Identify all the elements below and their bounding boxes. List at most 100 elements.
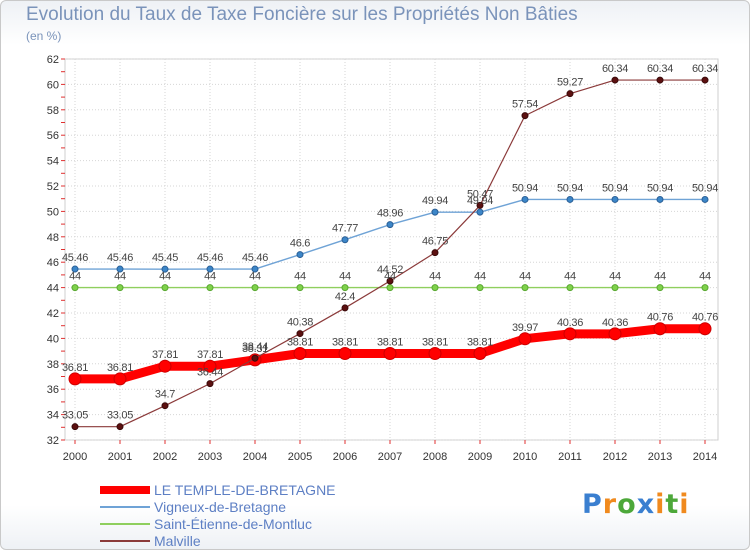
data-label: 38.81 xyxy=(377,337,403,349)
data-point xyxy=(521,195,529,203)
data-point xyxy=(566,284,574,292)
data-label: 44 xyxy=(429,271,441,283)
data-point xyxy=(161,265,169,273)
data-label: 33.05 xyxy=(62,410,88,422)
x-tick-label: 2010 xyxy=(513,451,537,463)
data-point xyxy=(113,372,127,386)
data-label: 49.94 xyxy=(467,195,493,207)
legend-label: Malville xyxy=(154,533,201,549)
data-label: 44.52 xyxy=(377,264,403,276)
data-label: 45.46 xyxy=(107,252,133,264)
data-label: 45.46 xyxy=(62,252,88,264)
data-point xyxy=(656,284,664,292)
legend-item: LE TEMPLE-DE-BRETAGNE xyxy=(100,482,400,499)
data-label: 36.81 xyxy=(62,362,88,374)
x-tick-label: 2011 xyxy=(558,451,582,463)
data-point xyxy=(71,284,79,292)
x-tick-label: 2002 xyxy=(153,451,177,463)
data-label: 44 xyxy=(294,271,306,283)
data-point xyxy=(476,284,484,292)
data-label: 40.76 xyxy=(647,312,673,324)
data-label: 40.38 xyxy=(287,317,313,329)
logo-letter: o xyxy=(617,489,637,520)
data-label: 50.94 xyxy=(692,182,718,194)
data-point xyxy=(611,195,619,203)
data-point xyxy=(161,284,169,292)
data-point xyxy=(386,221,394,229)
logo-letter: i xyxy=(679,489,690,520)
data-point xyxy=(386,277,394,285)
data-point xyxy=(206,284,214,292)
data-label: 40.36 xyxy=(602,317,628,329)
data-label: 44 xyxy=(69,271,81,283)
data-point xyxy=(431,284,439,292)
data-label: 40.36 xyxy=(557,317,583,329)
data-point xyxy=(476,201,484,209)
y-tick-label: 52 xyxy=(47,181,59,193)
data-label: 38.81 xyxy=(467,337,493,349)
legend-swatch xyxy=(100,506,150,508)
y-tick-label: 34 xyxy=(47,410,59,422)
data-point xyxy=(206,380,214,388)
legend-swatch xyxy=(100,523,150,525)
data-point xyxy=(701,284,709,292)
x-tick-label: 2013 xyxy=(648,451,672,463)
data-point xyxy=(341,236,349,244)
data-label: 50.94 xyxy=(557,182,583,194)
x-tick-label: 2004 xyxy=(243,451,267,463)
data-point xyxy=(341,304,349,312)
data-point xyxy=(206,265,214,273)
data-point xyxy=(653,322,667,336)
data-label: 44 xyxy=(474,271,486,283)
data-label: 44 xyxy=(159,271,171,283)
y-tick-label: 46 xyxy=(47,257,59,269)
legend-item: Vigneux-de-Bretagne xyxy=(100,499,400,516)
data-point xyxy=(251,354,259,362)
x-tick-label: 2008 xyxy=(423,451,447,463)
data-label: 38.31 xyxy=(242,343,268,355)
data-point xyxy=(251,284,259,292)
data-point xyxy=(521,284,529,292)
data-label: 47.77 xyxy=(332,223,358,235)
data-point xyxy=(701,76,709,84)
data-point xyxy=(431,249,439,257)
data-point xyxy=(71,423,79,431)
data-point xyxy=(116,265,124,273)
data-point xyxy=(428,347,442,361)
data-label: 39.97 xyxy=(512,322,538,334)
data-point xyxy=(386,284,394,292)
proxiti-logo: Proxiti xyxy=(582,489,690,520)
data-label: 45.45 xyxy=(152,252,178,264)
data-point xyxy=(611,284,619,292)
data-point xyxy=(116,423,124,431)
data-label: 34.7 xyxy=(155,389,175,401)
y-tick-label: 60 xyxy=(47,79,59,91)
data-label: 45.46 xyxy=(197,252,223,264)
x-tick-label: 2001 xyxy=(108,451,132,463)
data-label: 57.54 xyxy=(512,99,538,111)
data-point xyxy=(338,347,352,361)
data-label: 48.96 xyxy=(377,208,403,220)
data-label: 46.75 xyxy=(422,236,448,248)
data-label: 37.81 xyxy=(197,349,223,361)
data-label: 44 xyxy=(564,271,576,283)
legend-label: LE TEMPLE-DE-BRETAGNE xyxy=(154,482,336,498)
legend-swatch xyxy=(100,540,150,542)
x-tick-label: 2014 xyxy=(693,451,717,463)
y-tick-label: 56 xyxy=(47,130,59,142)
data-label: 42.4 xyxy=(335,291,355,303)
data-point xyxy=(341,284,349,292)
y-tick-label: 32 xyxy=(47,435,59,447)
legend-item: Saint-Étienne-de-Montluc xyxy=(100,516,400,533)
data-label: 44 xyxy=(609,271,621,283)
data-point xyxy=(161,402,169,410)
data-label: 60.34 xyxy=(602,63,628,75)
data-label: 44 xyxy=(114,271,126,283)
data-label: 50.94 xyxy=(647,182,673,194)
data-point xyxy=(521,112,529,120)
data-label: 44 xyxy=(384,271,396,283)
data-point xyxy=(566,90,574,98)
logo-letter: P xyxy=(582,489,603,520)
y-tick-label: 38 xyxy=(47,359,59,371)
data-label: 38.44 xyxy=(242,341,268,353)
